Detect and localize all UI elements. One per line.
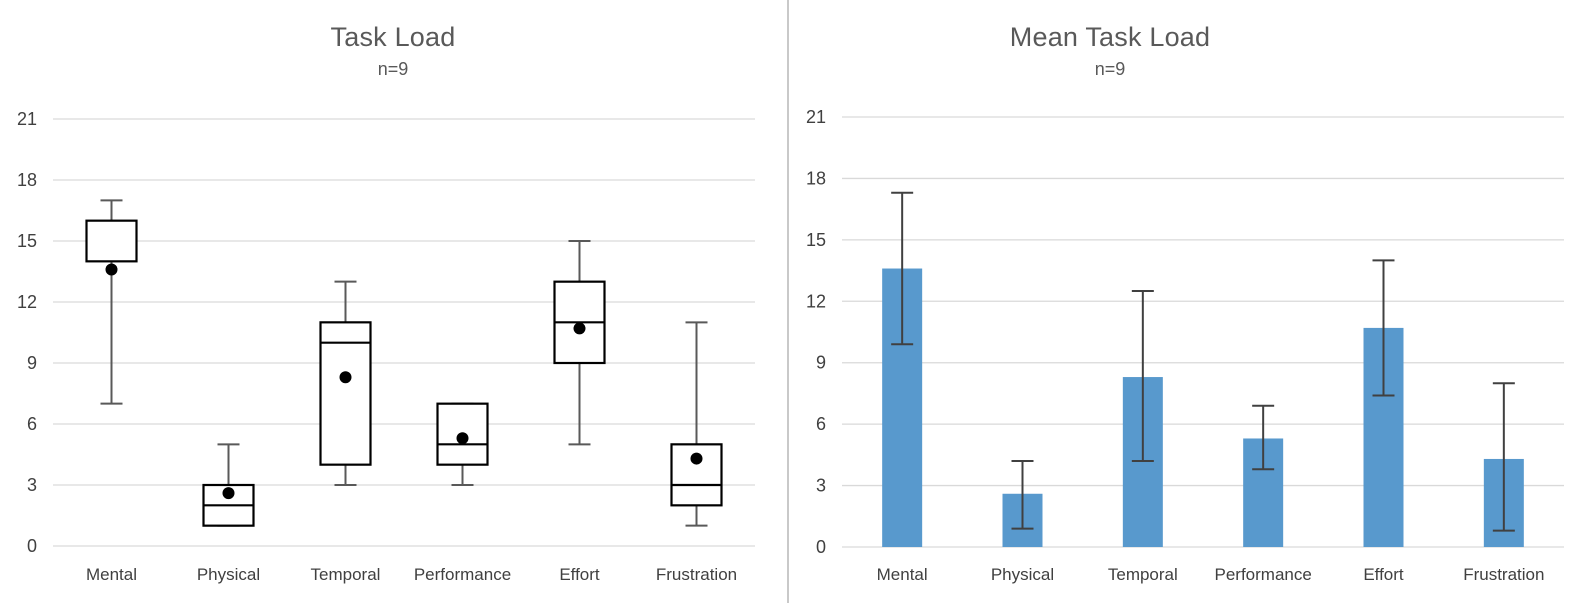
iqr-box [319,321,372,466]
bar-mental [882,191,923,547]
y-tick-label: 9 [27,353,37,373]
iqr-box [85,219,138,263]
y-tick-label: 9 [816,353,826,373]
boxplot-temporal [319,280,372,486]
x-category-label: Mental [877,565,928,584]
y-tick-label: 21 [806,107,826,127]
x-axis-category-labels: Mental Physical Temporal Performance Effort F… [877,565,1545,584]
boxplot-frustration [670,321,723,527]
chart-subtitle: n=9 [1094,59,1126,79]
y-tick-label: 3 [27,475,37,495]
gridlines [842,116,1564,548]
x-category-label: Mental [86,565,137,584]
y-tick-label: 18 [806,168,826,188]
boxplot-chart: 0 3 6 9 12 15 18 21 Mental Physical Temporal Perfor… [17,109,755,584]
chart-title: Mean Task Load [1009,22,1211,52]
x-category-label: Performance [414,565,511,584]
y-axis-tick-labels: 0 3 6 9 12 15 18 21 [806,107,826,557]
x-category-label: Effort [559,565,600,584]
x-axis-category-labels: Mental Physical Temporal Performance Effort F… [86,565,737,584]
bar-physical [1002,460,1043,547]
x-category-label: Effort [1363,565,1404,584]
y-tick-label: 6 [27,414,37,434]
task-load-boxplot-panel: Task Load n=9 0 3 6 9 12 15 18 21 Mental Physical… [0,0,786,603]
x-category-label: Temporal [1108,565,1178,584]
y-tick-label: 0 [816,537,826,557]
mean-task-load-bar-panel: Mean Task Load n=9 0 3 6 9 12 15 18 21 Mental Phy… [792,0,1586,603]
chart-title: Task Load [330,22,456,52]
y-tick-label: 6 [816,414,826,434]
boxplot-performance [436,402,489,486]
boxplot-physical [202,443,255,527]
mean-marker [573,322,586,335]
y-tick-label: 12 [17,292,37,312]
y-tick-label: 15 [17,231,37,251]
boxplot-effort [553,240,606,446]
panel-divider [787,0,789,603]
bar-performance [1243,404,1284,547]
y-tick-label: 0 [27,536,37,556]
mean-marker [339,371,352,384]
chart-subtitle: n=9 [377,59,409,79]
bar-temporal [1122,290,1163,547]
mean-marker [105,263,118,276]
x-category-label: Physical [197,565,260,584]
x-category-label: Frustration [1463,565,1544,584]
x-category-label: Physical [991,565,1054,584]
bar-effort [1363,259,1404,547]
y-tick-label: 3 [816,476,826,496]
mean-marker [690,452,703,465]
x-category-label: Temporal [311,565,381,584]
bar-frustration [1483,382,1524,547]
mean-marker [222,487,235,500]
gridlines [53,118,755,547]
y-tick-label: 15 [806,230,826,250]
y-tick-label: 12 [806,291,826,311]
bar-chart: 0 3 6 9 12 15 18 21 Mental Physical Temporal Perfor… [806,107,1564,584]
y-tick-label: 21 [17,109,37,129]
boxplot-mental [85,199,138,405]
y-axis-tick-labels: 0 3 6 9 12 15 18 21 [17,109,37,556]
x-category-label: Frustration [656,565,737,584]
y-tick-label: 18 [17,170,37,190]
x-category-label: Performance [1215,565,1312,584]
mean-marker [456,432,469,445]
